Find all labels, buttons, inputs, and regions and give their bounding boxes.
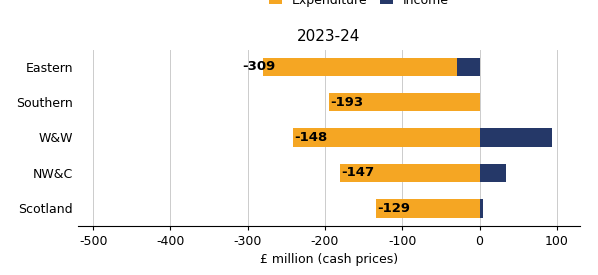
Bar: [480, 199, 483, 218]
Text: -309: -309: [242, 60, 276, 73]
Text: -147: -147: [341, 166, 374, 179]
Text: -129: -129: [377, 202, 411, 215]
Text: -148: -148: [294, 131, 327, 144]
Title: 2023-24: 2023-24: [297, 29, 361, 44]
Bar: [457, 57, 480, 76]
Bar: [329, 93, 480, 111]
Bar: [376, 199, 480, 218]
X-axis label: £ million (cash prices): £ million (cash prices): [260, 253, 398, 266]
Bar: [480, 164, 506, 182]
Bar: [263, 57, 480, 76]
Bar: [340, 164, 480, 182]
Bar: [292, 128, 480, 147]
Legend: Expenditure, Income: Expenditure, Income: [264, 0, 454, 12]
Bar: [480, 128, 552, 147]
Text: -193: -193: [331, 96, 364, 109]
